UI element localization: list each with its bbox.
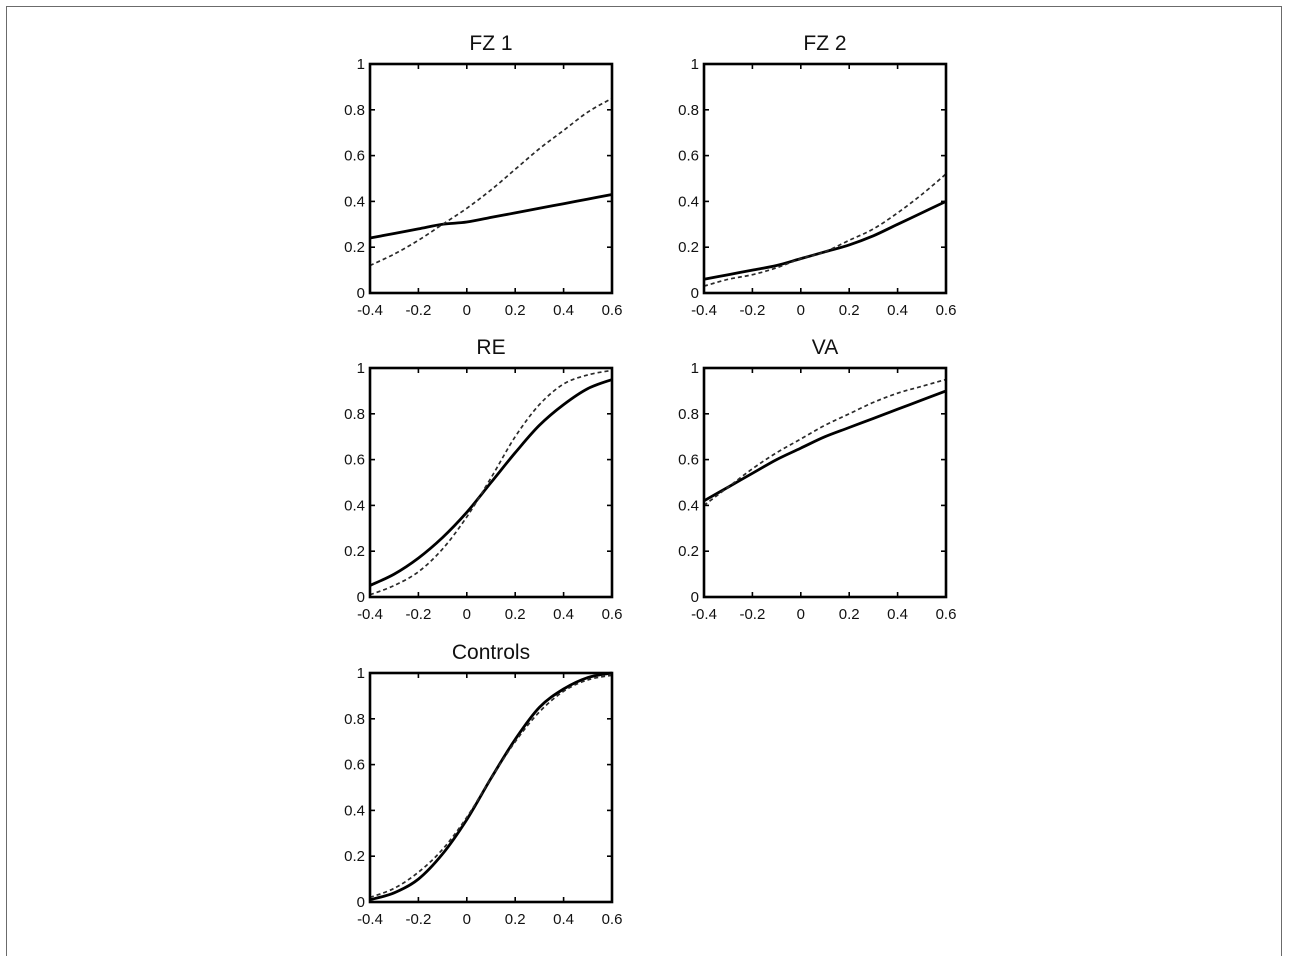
y-tick-label-re: 1 xyxy=(357,360,365,377)
panel-va: VA 0 0.2 0.4 0.6 0.8 1 -0.4 -0.2 0 0.2 0.4 0.6 xyxy=(678,336,956,623)
x-tick-label-fz2: -0.2 xyxy=(739,302,765,319)
x-tick-label-re: -0.2 xyxy=(405,606,431,623)
panel-title-fz1: FZ 1 xyxy=(469,32,512,55)
y-tick-label-controls: 0 xyxy=(357,894,365,911)
y-tick-label-fz2: 0 xyxy=(691,285,699,302)
solid-curve-fz1 xyxy=(369,193,613,240)
y-tick-label-controls: 0.4 xyxy=(344,802,365,819)
y-tick-label-fz1: 0.4 xyxy=(344,193,365,210)
y-tick-label-re: 0.2 xyxy=(344,543,365,560)
y-tick-label-fz1: 0.6 xyxy=(344,148,365,165)
y-tick-label-controls: 0.6 xyxy=(344,757,365,774)
x-tick-label-fz2: 0 xyxy=(797,302,805,319)
dashed-curve-va xyxy=(703,378,947,507)
y-tick-label-va: 0 xyxy=(691,589,699,606)
x-tick-label-controls: -0.4 xyxy=(357,911,383,928)
x-tick-label-re: 0.2 xyxy=(505,606,526,623)
y-tick-label-controls: 0.8 xyxy=(344,711,365,728)
axes-box-fz1 xyxy=(368,62,614,295)
solid-curve-re xyxy=(369,378,613,587)
y-tick-label-re: 0 xyxy=(357,589,365,606)
x-tick-label-re: -0.4 xyxy=(357,606,383,623)
axes-box-fz2 xyxy=(702,62,948,295)
solid-curve-fz2 xyxy=(703,200,947,281)
x-tick-label-re: 0.4 xyxy=(553,606,574,623)
y-tick-label-re: 0.8 xyxy=(344,406,365,423)
panel-controls: Controls 0 0.2 0.4 0.6 0.8 1 -0.4 -0.2 0 0.2 0.4 0.6 xyxy=(344,641,622,928)
solid-curve-controls xyxy=(369,671,613,902)
dashed-curve-re xyxy=(369,369,613,596)
y-tick-label-controls: 0.2 xyxy=(344,848,365,865)
panel-re: RE 0 0.2 0.4 0.6 0.8 1 -0.4 -0.2 0 0.2 0.4 0.6 xyxy=(344,336,622,623)
x-tick-label-fz1: 0.6 xyxy=(602,302,623,319)
x-tick-label-fz2: -0.4 xyxy=(691,302,717,319)
y-tick-label-va: 0.8 xyxy=(678,406,699,423)
y-tick-label-re: 0.6 xyxy=(344,452,365,469)
y-tick-label-va: 0.6 xyxy=(678,452,699,469)
y-tick-label-va: 1 xyxy=(691,360,699,377)
y-tick-label-fz2: 0.8 xyxy=(678,102,699,119)
y-tick-label-fz2: 1 xyxy=(691,56,699,73)
x-tick-label-controls: 0.6 xyxy=(602,911,623,928)
x-tick-label-controls: -0.2 xyxy=(405,911,431,928)
y-tick-label-re: 0.4 xyxy=(344,497,365,514)
x-tick-label-fz1: 0 xyxy=(463,302,471,319)
y-tick-label-fz1: 0.8 xyxy=(344,102,365,119)
y-tick-label-fz1: 0.2 xyxy=(344,239,365,256)
y-tick-label-fz1: 0 xyxy=(357,285,365,302)
dashed-curve-fz1 xyxy=(369,97,613,267)
y-tick-label-fz1: 1 xyxy=(357,56,365,73)
axes-box-re xyxy=(368,366,614,599)
axes-box-va xyxy=(702,366,948,599)
axes-box-controls xyxy=(368,671,614,904)
y-tick-label-fz2: 0.6 xyxy=(678,148,699,165)
y-tick-label-va: 0.2 xyxy=(678,543,699,560)
x-tick-label-va: 0.4 xyxy=(887,606,908,623)
panel-title-controls: Controls xyxy=(452,641,530,664)
x-tick-label-fz2: 0.2 xyxy=(839,302,860,319)
panel-fz1: FZ 1 0 0.2 0.4 0.6 0.8 1 -0.4 -0.2 0 0.2 0.4 0.6 xyxy=(344,32,622,319)
x-tick-label-va: -0.2 xyxy=(739,606,765,623)
y-tick-label-controls: 1 xyxy=(357,665,365,682)
x-tick-label-va: 0.6 xyxy=(936,606,957,623)
y-tick-label-fz2: 0.4 xyxy=(678,193,699,210)
x-tick-label-fz2: 0.4 xyxy=(887,302,908,319)
x-tick-label-fz1: -0.4 xyxy=(357,302,383,319)
panel-title-va: VA xyxy=(812,336,838,359)
x-tick-label-controls: 0.4 xyxy=(553,911,574,928)
figure-frame xyxy=(6,6,1282,956)
dashed-curve-controls xyxy=(369,674,613,899)
dashed-curve-fz2 xyxy=(703,173,947,287)
x-tick-label-fz1: 0.4 xyxy=(553,302,574,319)
panel-title-re: RE xyxy=(476,336,505,359)
solid-curve-va xyxy=(703,389,947,503)
y-tick-label-va: 0.4 xyxy=(678,497,699,514)
x-tick-label-controls: 0.2 xyxy=(505,911,526,928)
x-tick-label-re: 0.6 xyxy=(602,606,623,623)
panel-title-fz2: FZ 2 xyxy=(803,32,846,55)
x-tick-label-fz1: 0.2 xyxy=(505,302,526,319)
panel-fz2: FZ 2 0 0.2 0.4 0.6 0.8 1 -0.4 -0.2 0 0.2 0.4 0.6 xyxy=(678,32,956,319)
x-tick-label-re: 0 xyxy=(463,606,471,623)
x-tick-label-va: 0 xyxy=(797,606,805,623)
x-tick-label-fz1: -0.2 xyxy=(405,302,431,319)
x-tick-label-controls: 0 xyxy=(463,911,471,928)
x-tick-label-va: 0.2 xyxy=(839,606,860,623)
x-tick-label-fz2: 0.6 xyxy=(936,302,957,319)
x-tick-label-va: -0.4 xyxy=(691,606,717,623)
y-tick-label-fz2: 0.2 xyxy=(678,239,699,256)
